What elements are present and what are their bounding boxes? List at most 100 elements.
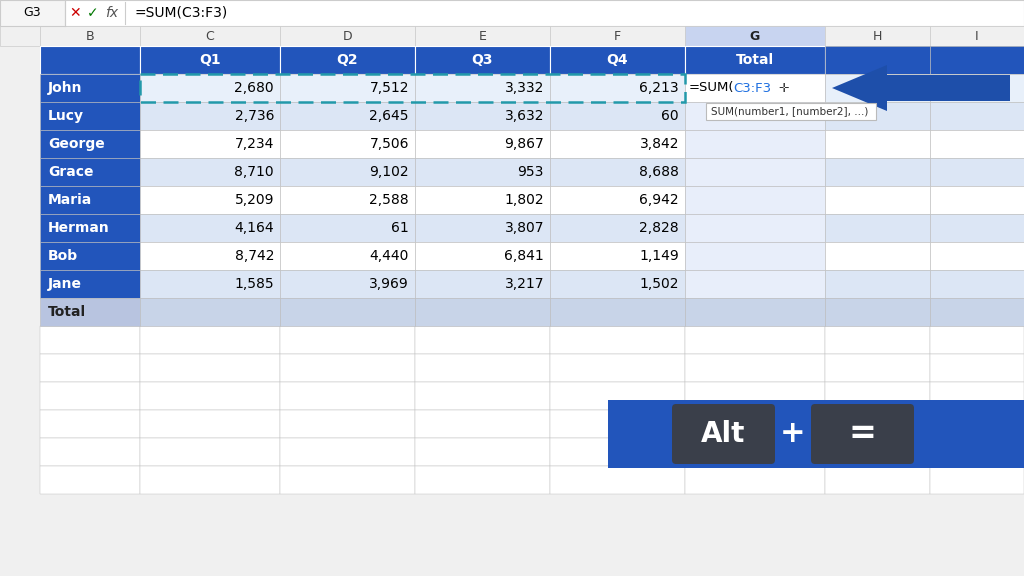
Bar [550,410,685,438]
Bar [550,214,685,242]
Text: 6,942: 6,942 [639,193,679,207]
Bar [415,158,550,186]
Bar [40,130,140,158]
Bar [415,354,550,382]
Text: Total: Total [48,305,86,319]
Text: 2,828: 2,828 [639,221,679,235]
Bar [550,158,685,186]
Bar [40,354,140,382]
Bar [685,214,825,242]
Bar [415,410,550,438]
Bar [930,102,1024,130]
Bar [550,102,685,130]
Bar [825,298,930,326]
Bar [280,270,415,298]
Bar [685,130,825,158]
Bar [550,74,685,102]
Bar [0,0,65,26]
Bar [40,410,140,438]
Bar [825,74,930,102]
Bar [415,46,550,74]
Text: ✓: ✓ [87,6,98,20]
Text: =SUM(: =SUM( [689,81,734,94]
Bar [415,438,550,466]
Bar [608,400,1024,468]
Bar [825,26,930,46]
Text: 8,742: 8,742 [234,249,274,263]
Text: C: C [206,29,214,43]
Bar [140,186,280,214]
Bar [550,46,685,74]
Bar [825,270,930,298]
Text: Bob: Bob [48,249,78,263]
Bar [140,74,685,102]
Bar [685,270,825,298]
Text: ✛: ✛ [778,81,788,94]
Bar [930,270,1024,298]
Bar [415,270,550,298]
Text: George: George [48,137,104,151]
Text: Q4: Q4 [606,53,629,67]
Bar [140,214,280,242]
Text: 953: 953 [517,165,544,179]
Text: 5,209: 5,209 [234,193,274,207]
Bar [280,102,415,130]
Bar [140,466,280,494]
Bar [280,382,415,410]
Bar [550,466,685,494]
Text: =: = [849,418,877,450]
Text: =SUM(C3:F3): =SUM(C3:F3) [135,6,228,20]
Text: 1,149: 1,149 [639,249,679,263]
Bar [280,74,415,102]
Text: Q1: Q1 [200,53,221,67]
Bar [825,46,930,74]
Bar [930,186,1024,214]
Text: 7,506: 7,506 [370,137,409,151]
Bar [280,242,415,270]
Text: Maria: Maria [48,193,92,207]
Bar [140,26,280,46]
Text: 60: 60 [662,109,679,123]
Bar [415,326,550,354]
Text: 3,969: 3,969 [370,277,409,291]
Text: 3,807: 3,807 [505,221,544,235]
Text: John: John [48,81,83,95]
Text: Q3: Q3 [472,53,494,67]
Bar [930,46,1024,74]
Bar [930,438,1024,466]
Text: 2,736: 2,736 [234,109,274,123]
Text: 7,512: 7,512 [370,81,409,95]
Text: Lucy: Lucy [48,109,84,123]
Bar [930,74,1024,102]
Bar [280,26,415,46]
Text: 3,332: 3,332 [505,81,544,95]
Text: I: I [975,29,979,43]
Bar [825,438,930,466]
Text: Alt: Alt [701,420,745,448]
Bar [825,158,930,186]
Bar [280,410,415,438]
Text: Grace: Grace [48,165,93,179]
Text: Total: Total [736,53,774,67]
Text: 4,440: 4,440 [370,249,409,263]
Bar [40,382,140,410]
Text: 2,588: 2,588 [370,193,409,207]
Bar [825,214,930,242]
Bar [140,102,280,130]
Bar [415,298,550,326]
Bar [825,102,930,130]
Bar [0,0,1024,26]
Bar [825,242,930,270]
Bar [825,354,930,382]
Text: Herman: Herman [48,221,110,235]
Text: 3,217: 3,217 [505,277,544,291]
Bar [280,298,415,326]
Bar [40,466,140,494]
Bar [825,326,930,354]
Bar [140,74,280,102]
Bar [825,410,930,438]
Bar [140,438,280,466]
Bar [930,214,1024,242]
Bar [140,326,280,354]
Text: 1,585: 1,585 [234,277,274,291]
